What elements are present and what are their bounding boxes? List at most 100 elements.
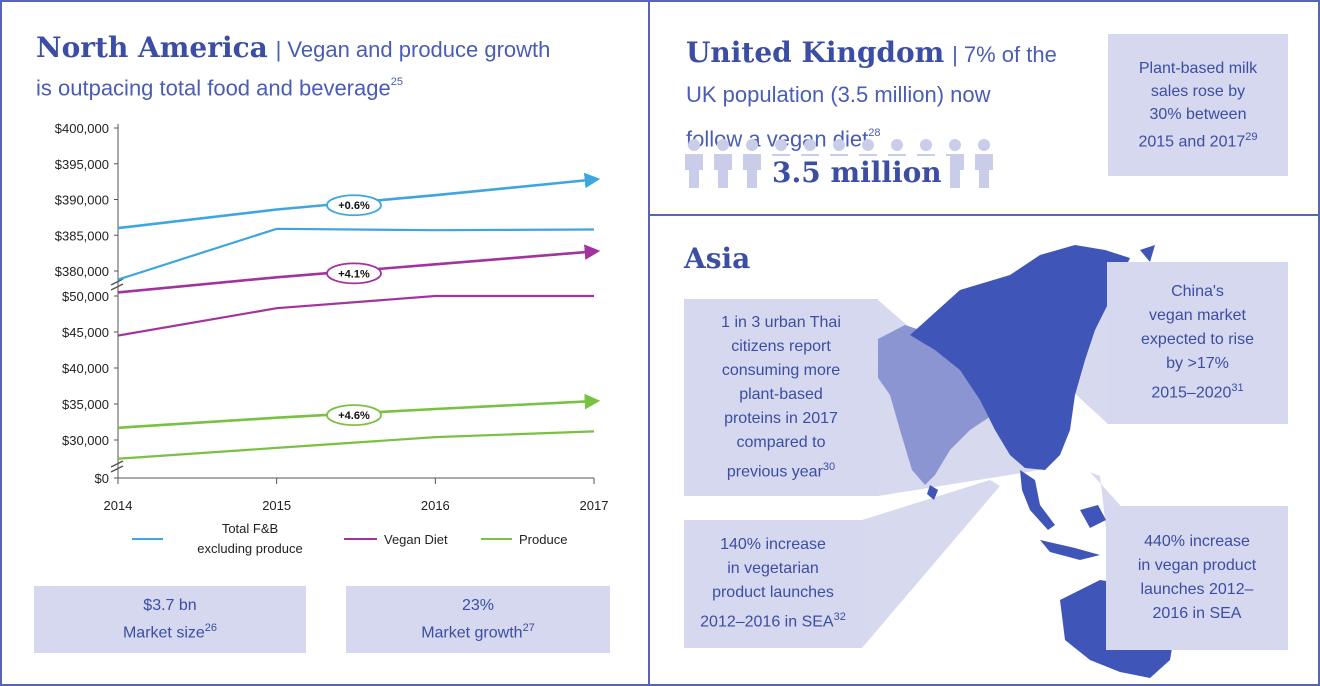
x-tick-label: 2017	[580, 498, 609, 513]
market-growth-label: Market growth	[421, 624, 523, 642]
veg-callout-wedge	[862, 480, 1000, 648]
y-tick-label: $385,000	[55, 228, 109, 243]
person-icon	[946, 139, 964, 188]
veg-footnote: 32	[833, 611, 846, 624]
chart-axes: $400,000 $395,000 $390,000 $385,000 $380,000…	[55, 121, 609, 513]
x-tick-label: 2016	[421, 498, 450, 513]
north-america-footnote: 25	[390, 76, 403, 88]
x-tick-label: 2014	[104, 498, 133, 513]
veg-line-1: 140% increase	[720, 536, 826, 554]
uk-box-line-1: Plant-based milk	[1138, 59, 1258, 77]
china-line-4: by >17%	[1166, 355, 1229, 373]
vegan-launch-box: 440% increase in vegan product launches …	[1106, 506, 1288, 650]
sea-map-shape	[1020, 470, 1055, 530]
legend-label-produce: Produce	[519, 532, 567, 547]
china-map-shape	[910, 245, 1130, 470]
legend-label-vegan: Vegan Diet	[384, 532, 448, 547]
uk-box-footnote: 29	[1245, 130, 1258, 143]
veg-line-2: in vegetarian	[727, 560, 819, 578]
north-america-subtitle-2: is outpacing total food and beverage	[36, 75, 391, 101]
uk-box-line-2: sales rose by	[1150, 82, 1246, 100]
uk-subtitle-1: | 7% of the	[952, 42, 1057, 67]
market-size-footnote: 26	[204, 622, 218, 635]
uk-footnote: 28	[868, 127, 881, 139]
trend-label-0: +0.6%	[338, 200, 370, 212]
person-icon	[975, 139, 993, 188]
vegan-line-3: launches 2012–	[1140, 581, 1254, 598]
person-icon	[714, 139, 732, 188]
chart-labels: +0.6% +4.1% +4.6%	[326, 194, 382, 426]
y-tick-label: $35,000	[62, 397, 109, 412]
y-tick-label: $390,000	[55, 193, 109, 208]
market-size-value: $3.7 bn	[143, 597, 197, 615]
thai-line-7: previous year	[726, 463, 823, 481]
vegan-line-2: in vegan product	[1137, 557, 1257, 574]
uk-subtitle-2: UK population (3.5 million) now	[686, 82, 991, 107]
china-footnote: 31	[1231, 382, 1244, 395]
china-line-5: 2015–2020	[1151, 384, 1232, 402]
thai-line-4: plant-based	[739, 385, 823, 403]
uk-box-line-3: 30% between	[1149, 105, 1247, 123]
trend-label-pill-1	[326, 262, 382, 285]
x-tick-label: 2015	[262, 498, 291, 513]
vegetarian-box: 140% increase in vegetarian product laun…	[684, 520, 862, 648]
north-america-title: North America	[36, 31, 268, 64]
trend-label-2: +4.6%	[338, 410, 370, 422]
person-icon	[743, 139, 761, 188]
trend-label-pill-0	[326, 194, 382, 217]
y-tick-label: $380,000	[55, 264, 109, 279]
asia-map	[862, 245, 1175, 678]
veg-line-4: 2012–2016 in SEA	[700, 613, 834, 631]
series-line-2	[117, 430, 595, 460]
person-icon	[685, 139, 703, 188]
thai-box: 1 in 3 urban Thai citizens report consum…	[684, 299, 878, 496]
market-growth-footnote: 27	[522, 622, 535, 635]
y-tick-label: $400,000	[55, 121, 109, 136]
uk-big-number: 3.5 million	[764, 156, 950, 189]
thai-line-1: 1 in 3 urban Thai	[721, 313, 841, 331]
thai-line-3: consuming more	[721, 361, 841, 379]
market-growth-box: 23% Market growth27	[346, 586, 610, 653]
vegan-line-4: 2016 in SEA	[1152, 605, 1242, 622]
north-america-subtitle-1: | Vegan and produce growth	[275, 37, 551, 62]
market-size-box: $3.7 bn Market size26	[34, 586, 306, 653]
china-line-2: vegan market	[1149, 307, 1246, 325]
axis-break-mark	[110, 283, 124, 291]
chart-legend: Total F&B excluding produce Vegan Diet Prod…	[132, 521, 567, 556]
trend-label-pill-2	[326, 404, 382, 426]
legend-label-total-2: excluding produce	[197, 541, 303, 556]
asia-title: Asia	[684, 242, 751, 275]
china-line-3: expected to rise	[1141, 331, 1254, 349]
china-box: China's vegan market expected to rise by…	[1107, 262, 1288, 424]
thai-line-5: proteins in 2017	[724, 409, 838, 427]
veg-line-3: product launches	[712, 584, 834, 602]
legend-label-total-1: Total F&B	[222, 521, 278, 536]
uk-box-line-4: 2015 and 2017	[1138, 133, 1246, 151]
vegan-line-1: 440% increase	[1144, 533, 1250, 550]
north-america-heading: North America | Vegan and produce growth…	[36, 32, 636, 104]
series-line-1	[117, 294, 594, 337]
axis-break-mark	[110, 465, 124, 473]
y-tick-label: $40,000	[62, 361, 109, 376]
axis-break-mark	[110, 278, 124, 286]
y-tick-label: $45,000	[62, 325, 109, 340]
y-tick-label: $395,000	[55, 157, 109, 172]
thai-footnote: 30	[822, 460, 836, 473]
asia-panel	[648, 214, 1320, 686]
uk-title: United Kingdom	[686, 36, 945, 69]
uk-heading: United Kingdom | 7% of the UK population…	[686, 34, 1086, 158]
china-line-1: China's	[1171, 283, 1224, 301]
series-line-0	[117, 227, 595, 281]
india-map-shape	[876, 325, 1000, 485]
market-growth-value: 23%	[461, 597, 495, 615]
thai-line-6: compared to	[736, 433, 826, 451]
uk-milk-box: Plant-based milk sales rose by 30% betwe…	[1108, 34, 1288, 176]
y-tick-label: $50,000	[62, 289, 109, 304]
y-tick-label: $0	[95, 471, 109, 486]
thai-line-2: citizens report	[731, 337, 831, 355]
trend-label-1: +4.1%	[338, 268, 370, 280]
y-tick-label: $30,000	[62, 433, 109, 448]
market-size-label: Market size	[122, 624, 205, 642]
axis-break-mark	[110, 460, 124, 468]
growth-line-chart: $400,000 $395,000 $390,000 $385,000 $380,000…	[55, 121, 609, 556]
